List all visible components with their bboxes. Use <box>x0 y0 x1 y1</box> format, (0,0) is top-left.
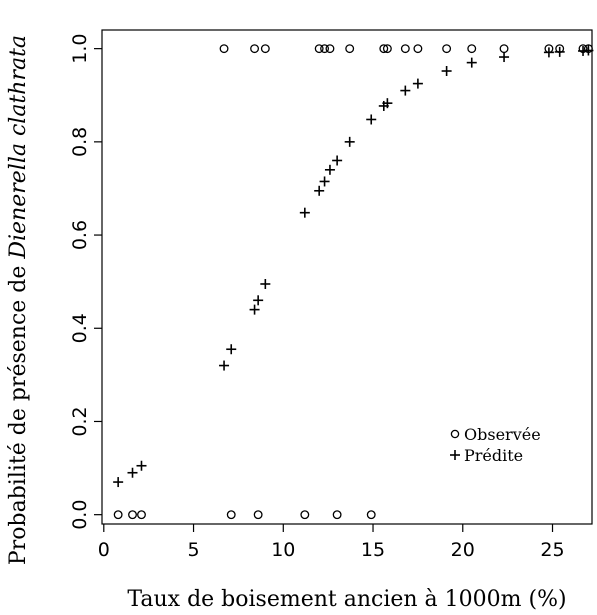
observed-point <box>499 44 509 54</box>
predicted-point <box>441 66 452 77</box>
observed-point <box>226 510 236 520</box>
plot-frame <box>101 29 593 525</box>
predicted-point <box>499 52 510 63</box>
predicted-point <box>260 278 271 289</box>
observed-point <box>113 510 123 520</box>
predicted-point <box>226 344 237 355</box>
observed-point <box>128 510 137 520</box>
y-axis-label: Probabilité de présence de Dienerella cl… <box>6 35 31 565</box>
predicted-point <box>219 360 230 371</box>
x-tick-label: 25 <box>540 539 564 561</box>
predicted-point <box>366 114 377 125</box>
x-tick-label: 5 <box>187 539 199 561</box>
x-tick-label: 10 <box>271 539 295 561</box>
legend-observed-label: Observée <box>464 425 541 444</box>
observed-point <box>300 510 310 520</box>
observed-point <box>366 510 376 520</box>
predicted-point <box>136 460 147 471</box>
predicted-point <box>583 45 594 56</box>
observed-point <box>260 44 270 54</box>
x-axis: 0 5 10 15 20 25 <box>98 524 565 561</box>
x-tick-label: 15 <box>361 539 385 561</box>
predicted-point <box>253 295 264 306</box>
predicted-point <box>382 98 393 109</box>
legend-predicted-label: Prédite <box>464 446 523 465</box>
predicted-point <box>314 185 325 196</box>
observed-point <box>325 44 335 54</box>
predicted-point <box>543 47 554 58</box>
x-axis-label: Taux de boisement ancien à 1000m (%) <box>127 587 566 612</box>
observed-point <box>314 44 324 54</box>
y-axis-label-prefix: Probabilité de présence de <box>6 259 31 565</box>
legend: Observée Prédite <box>450 425 541 465</box>
predicted-point <box>412 78 423 89</box>
y-axis: 0.0 0.2 0.4 0.6 0.8 1.0 <box>69 34 102 530</box>
predicted-point <box>127 467 138 478</box>
predicted-point <box>324 164 335 175</box>
observed-point <box>345 44 355 54</box>
predicted-point <box>319 176 330 187</box>
predicted-point <box>249 304 260 315</box>
observed-point <box>320 44 330 54</box>
y-tick-label: 0.4 <box>69 313 91 343</box>
observed-point <box>442 44 452 54</box>
y-tick-label: 0.0 <box>69 500 91 530</box>
predicted-point <box>299 207 310 218</box>
y-tick-label: 0.6 <box>69 220 91 250</box>
observed-point <box>250 44 260 54</box>
predicted-point <box>466 57 477 68</box>
data-points <box>113 44 594 520</box>
observed-point <box>332 510 342 520</box>
observed-point <box>382 44 392 54</box>
predicted-point <box>113 477 124 488</box>
x-tick-label: 0 <box>98 539 110 561</box>
observed-point <box>413 44 423 54</box>
predicted-point <box>554 46 565 57</box>
observed-point <box>219 44 229 54</box>
y-tick-label: 1.0 <box>69 34 91 64</box>
x-tick-label: 20 <box>451 539 475 561</box>
y-axis-label-species: Dienerella clathrata <box>6 35 31 260</box>
observed-point <box>400 44 410 54</box>
y-tick-label: 0.8 <box>69 127 91 157</box>
observed-point <box>253 510 263 520</box>
observed-point <box>379 44 389 54</box>
y-tick-label: 0.2 <box>69 406 91 436</box>
legend-observed-marker <box>450 429 460 439</box>
predicted-point <box>344 136 355 147</box>
observed-point <box>137 510 146 520</box>
predicted-point <box>400 85 411 96</box>
legend-predicted-marker <box>450 450 460 460</box>
predicted-point <box>332 155 343 166</box>
observed-point <box>467 44 477 54</box>
